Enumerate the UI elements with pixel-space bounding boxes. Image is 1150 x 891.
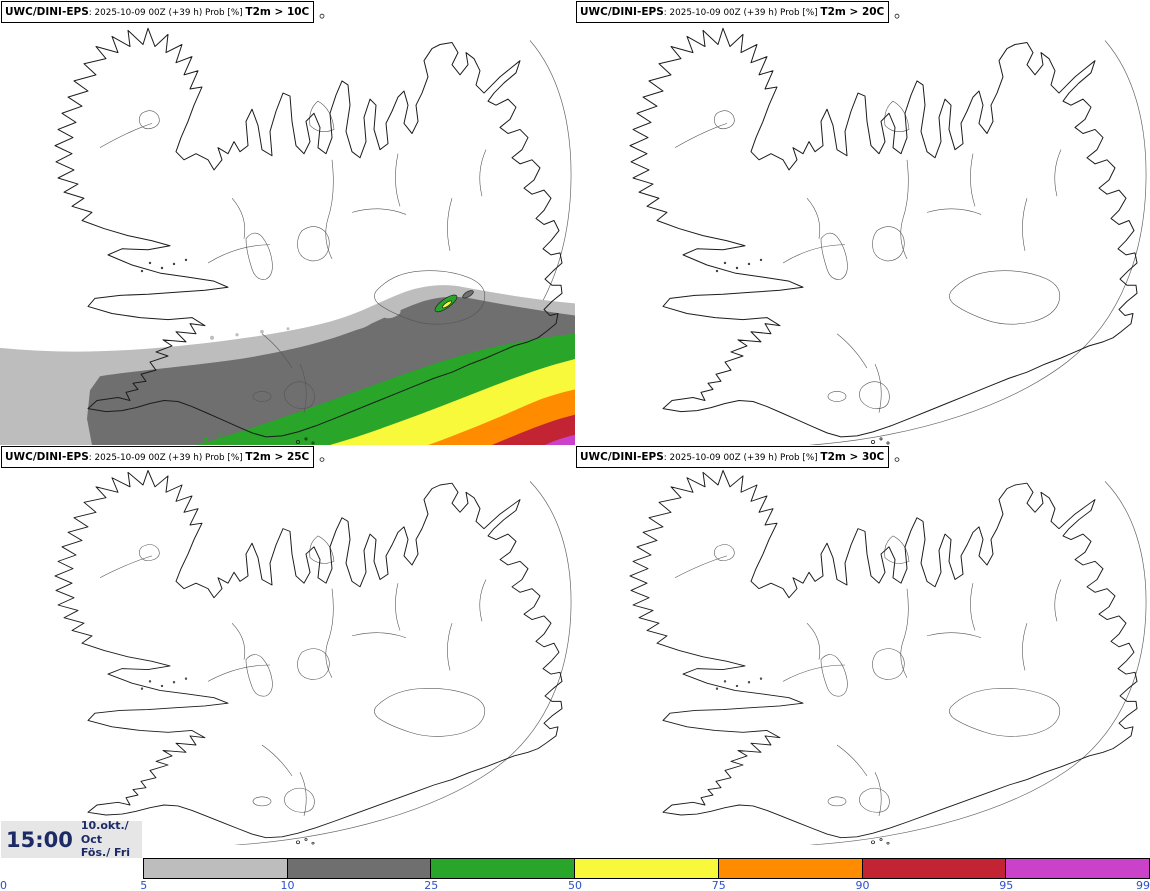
colorbar-tick: 75 — [711, 879, 726, 891]
threshold-label: T2m > 30C — [820, 451, 885, 463]
iceland-map-20c — [629, 13, 1147, 445]
valid-time: 15:00 — [6, 827, 73, 852]
panel-title-box: UWC/DINI-EPS: 2025-10-09 00Z (+39 h) Pro… — [576, 1, 890, 23]
iceland-map-25c — [54, 457, 572, 845]
colorbar-tick: 50 — [568, 879, 582, 891]
run-info: : 2025-10-09 00Z (+39 h) Prob [%] — [88, 453, 246, 463]
colorbar-segment-75-90 — [718, 858, 863, 879]
colorbar-tick: 95 — [999, 879, 1014, 891]
panel-t2m-10c: UWC/DINI-EPS: 2025-10-09 00Z (+39 h) Pro… — [0, 0, 575, 445]
prob-band-95-99 — [545, 434, 575, 445]
model-name: UWC/DINI-EPS — [5, 451, 89, 463]
panel-t2m-20c: UWC/DINI-EPS: 2025-10-09 00Z (+39 h) Pro… — [575, 0, 1150, 445]
colorbar-segment-25-50 — [431, 858, 575, 879]
prob-band-90-95 — [492, 414, 575, 445]
valid-date: 10.okt./ Oct — [80, 818, 129, 846]
threshold-label: T2m > 10C — [245, 6, 310, 18]
valid-time-box: 15:00 10.okt./ Oct Fös./ Fri — [1, 819, 142, 860]
colorbar-tick: 90 — [855, 879, 870, 891]
threshold-label: T2m > 25C — [245, 451, 310, 463]
colorbar-segment-0-5 — [0, 858, 143, 879]
valid-date-block: 10.okt./ Oct Fös./ Fri — [81, 819, 137, 860]
model-name: UWC/DINI-EPS — [580, 451, 664, 463]
panel-title-box: UWC/DINI-EPS: 2025-10-09 00Z (+39 h) Pro… — [1, 446, 315, 468]
coastal-warm-spot — [434, 290, 474, 313]
colorbar-tick: 0 — [0, 879, 7, 891]
probability-colorbar — [0, 858, 1150, 879]
model-name: UWC/DINI-EPS — [580, 6, 664, 18]
colorbar-segment-50-75 — [575, 858, 719, 879]
panel-t2m-30c: UWC/DINI-EPS: 2025-10-09 00Z (+39 h) Pro… — [575, 445, 1150, 891]
colorbar-segment-90-95 — [862, 858, 1007, 879]
iceland-map-30c — [629, 457, 1147, 845]
run-info: : 2025-10-09 00Z (+39 h) Prob [%] — [88, 8, 246, 18]
iceland-map-10c — [0, 13, 575, 445]
run-info: : 2025-10-09 00Z (+39 h) Prob [%] — [663, 453, 821, 463]
inner-lowprob-patches — [210, 308, 401, 340]
colorbar-ticks: 0 5 10 25 50 75 90 95 99 — [0, 879, 1150, 891]
colorbar-segment-95-99 — [1006, 858, 1150, 879]
probability-overlay — [0, 285, 575, 445]
colorbar-tick: 5 — [140, 879, 148, 891]
threshold-label: T2m > 20C — [820, 6, 885, 18]
colorbar-segment-5-10 — [142, 858, 288, 879]
valid-day: Fös./ Fri — [80, 846, 131, 860]
run-info: : 2025-10-09 00Z (+39 h) Prob [%] — [663, 8, 821, 18]
colorbar-tick: 99 — [1136, 879, 1150, 891]
panel-title-box: UWC/DINI-EPS: 2025-10-09 00Z (+39 h) Pro… — [576, 446, 890, 468]
colorbar-tick: 25 — [424, 879, 439, 891]
colorbar-segment-10-25 — [287, 858, 432, 879]
model-name: UWC/DINI-EPS — [5, 6, 89, 18]
panel-t2m-25c: UWC/DINI-EPS: 2025-10-09 00Z (+39 h) Pro… — [0, 445, 575, 891]
colorbar-tick: 10 — [280, 879, 295, 891]
panel-title-box: UWC/DINI-EPS: 2025-10-09 00Z (+39 h) Pro… — [1, 1, 315, 23]
edge-green-specks — [204, 433, 222, 441]
